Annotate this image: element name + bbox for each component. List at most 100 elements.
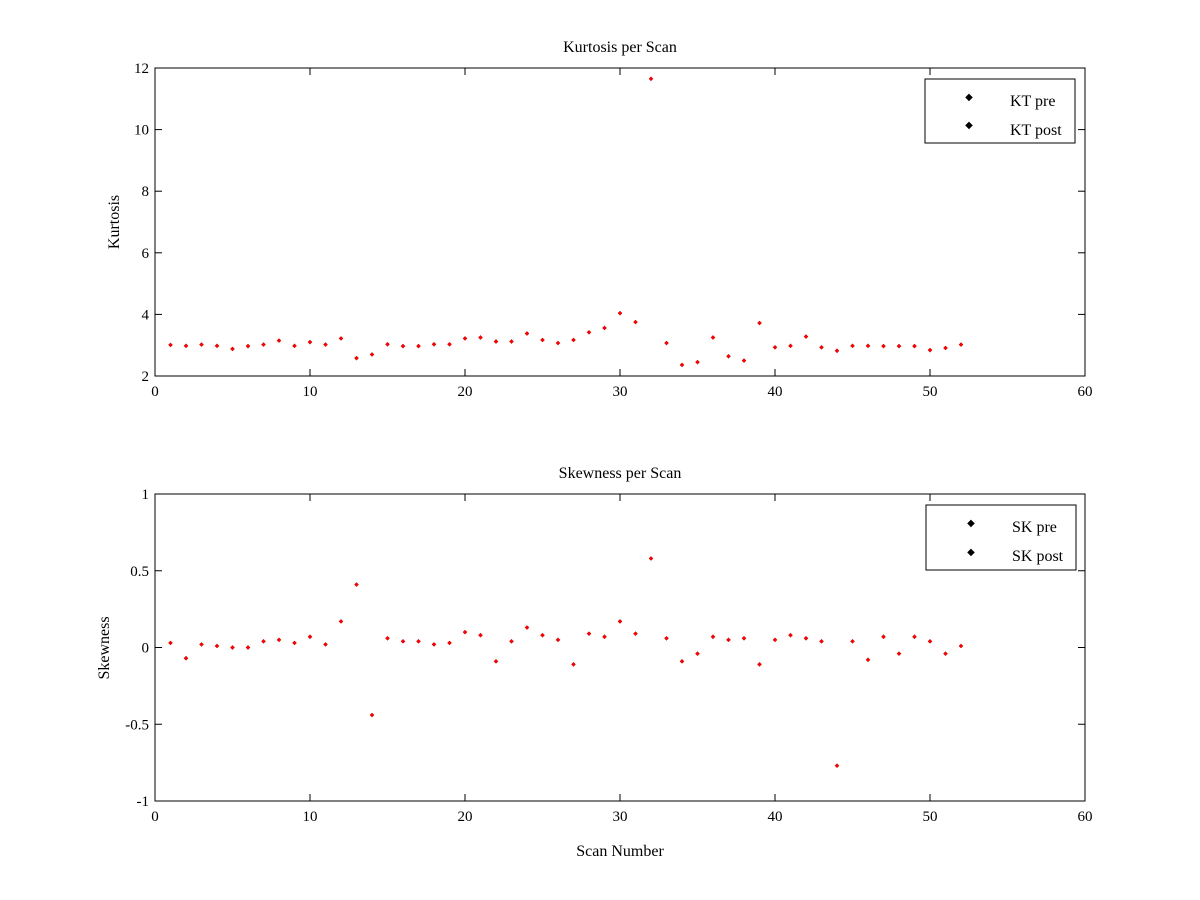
- kurtosis-y-tick-label: 12: [134, 61, 149, 77]
- kt-post-point: [927, 347, 933, 353]
- sk-post-point: [524, 625, 530, 630]
- kt-post-point: [803, 334, 809, 339]
- kt-post-point: [788, 343, 793, 349]
- kt-post-point: [416, 343, 421, 349]
- kt-post-point: [230, 346, 235, 352]
- sk-post-point: [819, 639, 824, 644]
- sk-post-point: [772, 637, 778, 643]
- sk-post-point: [633, 631, 638, 636]
- kt-post-point: [292, 343, 297, 349]
- kt-post-point: [540, 337, 545, 343]
- kt-post-point: [338, 336, 344, 341]
- kurtosis-legend: ◆ KT pre ◆ KT post: [924, 78, 1076, 144]
- kt-post-point: [369, 352, 375, 357]
- sk-post-point: [586, 631, 592, 636]
- skewness-y-tick-label: 1: [142, 487, 150, 503]
- skewness-y-tick-label: 0.5: [130, 564, 149, 580]
- sk-post-point: [431, 642, 437, 647]
- sk-post-point: [245, 645, 251, 650]
- sk-post-point: [416, 639, 421, 644]
- kurtosis-x-tick-label: 60: [1078, 384, 1093, 400]
- kt-post-point: [168, 342, 173, 348]
- kt-post-point: [400, 343, 406, 349]
- kt-post-point: [214, 343, 220, 349]
- skewness-data-points: [168, 556, 964, 768]
- skewness-x-tick-label: 0: [151, 809, 159, 825]
- skewness-x-tick-label: 40: [768, 809, 783, 825]
- kurtosis-y-tick-label: 10: [134, 123, 149, 139]
- sk-post-point: [912, 634, 917, 639]
- kurtosis-y-tick-label: 4: [142, 307, 150, 323]
- kurtosis-y-axis-label: Kurtosis: [106, 195, 123, 249]
- kurtosis-x-tick-label: 30: [613, 384, 628, 400]
- skewness-x-tick-label: 60: [1078, 809, 1093, 825]
- kt-post-point: [245, 343, 251, 349]
- kt-post-point: [509, 339, 514, 344]
- scan-number-x-axis-label: Scan Number: [576, 843, 664, 860]
- kt-post-point: [199, 342, 204, 347]
- kurtosis-chart-title: Kurtosis per Scan: [563, 39, 677, 56]
- sk-pre-legend-marker: ◆: [967, 518, 975, 529]
- kt-post-point: [524, 331, 530, 336]
- sk-post-point: [354, 582, 359, 587]
- kt-post-point: [819, 345, 824, 350]
- kt-pre-legend-marker: ◆: [965, 92, 973, 103]
- sk-post-point: [943, 651, 948, 656]
- skewness-x-tick-label: 30: [613, 809, 628, 825]
- kt-post-point: [865, 343, 871, 349]
- sk-post-point: [803, 636, 809, 641]
- kurtosis-x-tick-label: 50: [923, 384, 938, 400]
- kt-post-point: [695, 359, 700, 365]
- kt-post-point: [617, 310, 623, 316]
- kt-post-point: [664, 340, 669, 346]
- kurtosis-x-tick-label: 10: [303, 384, 318, 400]
- kurtosis-legend-box: [924, 78, 1076, 144]
- kt-post-point: [354, 355, 359, 361]
- sk-post-point: [478, 633, 483, 638]
- skewness-subplot: Skewness per Scan Skewness Scan Number 0…: [96, 465, 1093, 860]
- kt-post-point: [478, 335, 483, 340]
- kt-post-point: [772, 345, 778, 350]
- sk-post-point: [757, 662, 762, 667]
- kt-post-point: [555, 340, 561, 346]
- sk-post-point: [199, 642, 204, 647]
- sk-post-point: [447, 640, 452, 646]
- sk-pre-legend-label: SK pre: [1012, 519, 1057, 536]
- kt-pre-legend-label: KT pre: [1010, 93, 1055, 110]
- sk-post-legend-marker: ◆: [967, 547, 975, 558]
- sk-post-point: [664, 636, 669, 641]
- sk-post-point: [168, 640, 173, 646]
- sk-post-point: [261, 639, 266, 644]
- kt-post-point: [648, 76, 654, 81]
- sk-post-point: [493, 659, 499, 664]
- skewness-y-axis-label: Skewness: [96, 616, 113, 679]
- skewness-ticks: 0 10 20 30 40 50 60 -1 -0.5 0 0.5 1: [125, 487, 1092, 825]
- sk-post-point: [400, 639, 406, 644]
- sk-post-point: [338, 619, 344, 624]
- kurtosis-x-tick-label: 0: [151, 384, 159, 400]
- kt-post-point: [586, 330, 592, 335]
- sk-post-point: [726, 637, 731, 643]
- sk-post-point: [710, 634, 716, 639]
- kurtosis-x-tick-label: 40: [768, 384, 783, 400]
- kt-post-point: [323, 342, 328, 347]
- kt-post-point: [896, 343, 902, 349]
- sk-post-point: [555, 637, 561, 643]
- sk-post-point: [865, 657, 871, 662]
- kt-post-point: [633, 319, 638, 325]
- sk-post-point: [850, 639, 855, 644]
- sk-post-point: [602, 634, 607, 639]
- kt-post-point: [602, 325, 607, 331]
- sk-post-point: [540, 633, 545, 638]
- kt-post-point: [741, 358, 747, 363]
- skewness-legend: ◆ SK pre ◆ SK post: [925, 504, 1077, 571]
- sk-post-point: [230, 645, 235, 650]
- kt-post-point: [850, 343, 855, 349]
- skewness-x-tick-label: 50: [923, 809, 938, 825]
- kt-post-point: [571, 337, 576, 343]
- skewness-chart-title: Skewness per Scan: [559, 465, 682, 482]
- kt-post-point: [834, 348, 840, 353]
- sk-post-point: [462, 629, 468, 635]
- sk-post-point: [571, 662, 576, 667]
